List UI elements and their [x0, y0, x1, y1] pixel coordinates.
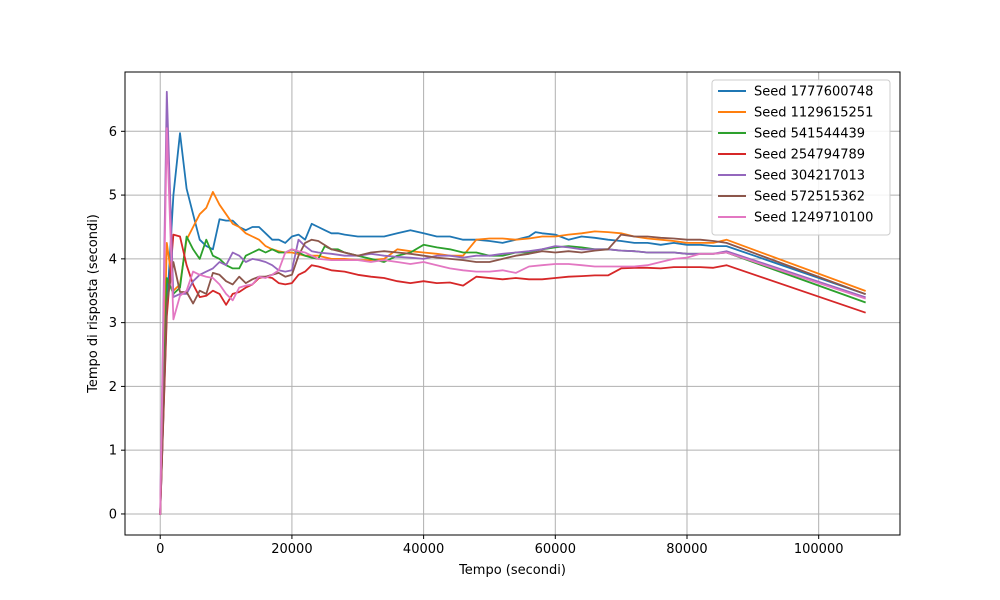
y-tick-label-1: 1 [109, 444, 117, 459]
plot-frame [124, 71, 901, 536]
legend-box [711, 79, 891, 236]
series-line-0 [159, 132, 866, 515]
legend-label-4: Seed 304217013 [754, 169, 865, 184]
y-tick-label-2: 2 [109, 380, 117, 395]
y-tick-label-4: 4 [109, 252, 117, 267]
series-line-5 [159, 233, 866, 515]
x-tick-label-5: 100000 [794, 542, 844, 557]
y-tick-label-0: 0 [109, 507, 117, 522]
legend: Seed 1777600748 Seed 1129615251 Seed 54154… [711, 79, 891, 236]
series-line-4 [159, 90, 866, 515]
y-tick-label-6: 6 [109, 125, 117, 140]
series-line-1 [159, 191, 866, 515]
y-axis-label: Tempo di risposta (secondi) [86, 214, 101, 394]
x-tick-label-3: 60000 [535, 542, 576, 557]
legend-label-3: Seed 254794789 [754, 148, 865, 163]
x-axis-label: Tempo (secondi) [458, 563, 566, 578]
y-axis-ticks: 0 1 2 3 4 5 6 [109, 125, 125, 522]
legend-label-1: Seed 1129615251 [754, 106, 873, 121]
x-tick-label-1: 20000 [271, 542, 312, 557]
series-line-6 [159, 127, 866, 515]
legend-label-2: Seed 541544439 [754, 127, 865, 142]
y-tick-label-3: 3 [109, 316, 117, 331]
x-tick-label-4: 80000 [666, 542, 707, 557]
legend-label-6: Seed 1249710100 [754, 211, 873, 226]
legend-label-0: Seed 1777600748 [754, 85, 873, 100]
legend-label-5: Seed 572515362 [754, 190, 865, 205]
x-tick-label-0: 0 [156, 542, 164, 557]
y-tick-label-5: 5 [109, 189, 117, 204]
x-tick-label-2: 40000 [403, 542, 444, 557]
plot-lines [159, 90, 866, 515]
x-axis-ticks: 0 20000 40000 60000 80000 100000 [156, 535, 844, 557]
series-line-3 [159, 233, 866, 515]
